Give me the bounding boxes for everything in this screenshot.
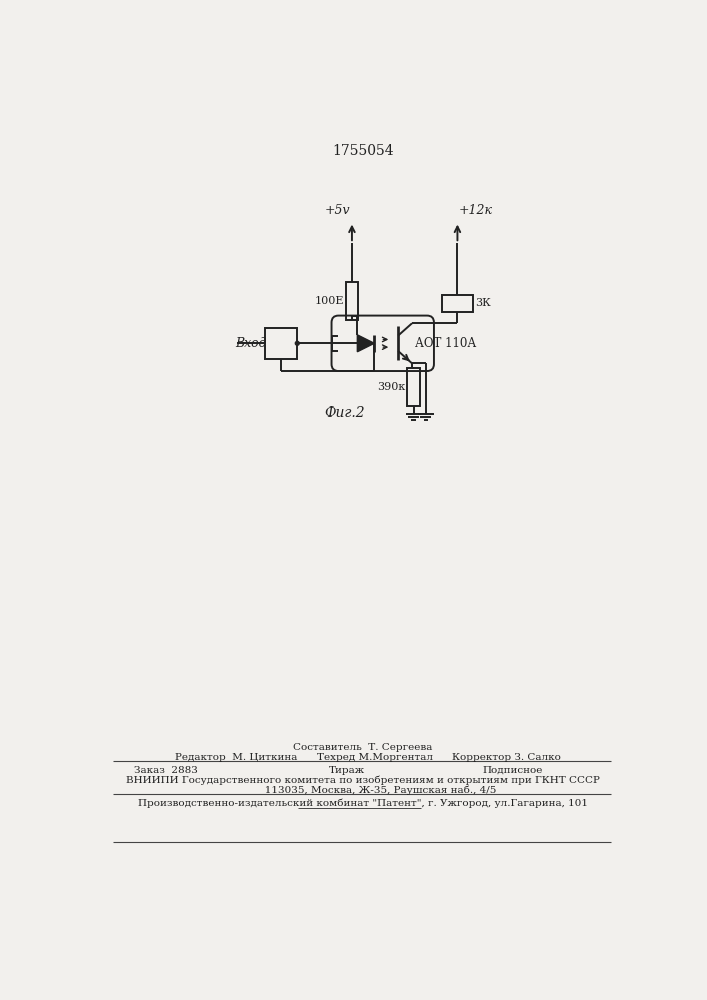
- Text: Подписное: Подписное: [483, 766, 543, 775]
- Text: 3К: 3К: [475, 298, 491, 308]
- Text: Редактор  М. Циткина: Редактор М. Циткина: [175, 753, 297, 762]
- Text: +5v: +5v: [325, 204, 351, 217]
- Text: +12к: +12к: [459, 204, 493, 217]
- Text: Производственно-издательский комбинат "Патент", г. Ужгород, ул.Гагарина, 101: Производственно-издательский комбинат "П…: [138, 798, 588, 808]
- Text: 100Е: 100Е: [315, 296, 344, 306]
- Polygon shape: [357, 335, 374, 352]
- Circle shape: [296, 341, 299, 345]
- Text: АОТ 110А: АОТ 110А: [415, 337, 477, 350]
- Text: 1755054: 1755054: [332, 144, 394, 158]
- Text: ВНИИПИ Государственного комитета по изобретениям и открытиям при ГКНТ СССР: ВНИИПИ Государственного комитета по изоб…: [126, 776, 600, 785]
- Text: Вход: Вход: [235, 337, 267, 350]
- Bar: [346, 282, 358, 320]
- Bar: [407, 368, 420, 406]
- Text: Фиг.2: Фиг.2: [324, 406, 365, 420]
- Text: 390к: 390к: [378, 382, 406, 392]
- Text: Техред М.Моргентал: Техред М.Моргентал: [317, 753, 433, 762]
- Text: Составитель  Т. Сергеева: Составитель Т. Сергеева: [293, 743, 433, 752]
- Text: 113035, Москва, Ж-35, Раушская наб., 4/5: 113035, Москва, Ж-35, Раушская наб., 4/5: [229, 785, 496, 795]
- Bar: [442, 295, 473, 312]
- Text: Тираж: Тираж: [329, 766, 365, 775]
- Bar: [265, 328, 297, 359]
- Text: Заказ  2883: Заказ 2883: [134, 766, 198, 775]
- Text: Корректор З. Салко: Корректор З. Салко: [452, 753, 561, 762]
